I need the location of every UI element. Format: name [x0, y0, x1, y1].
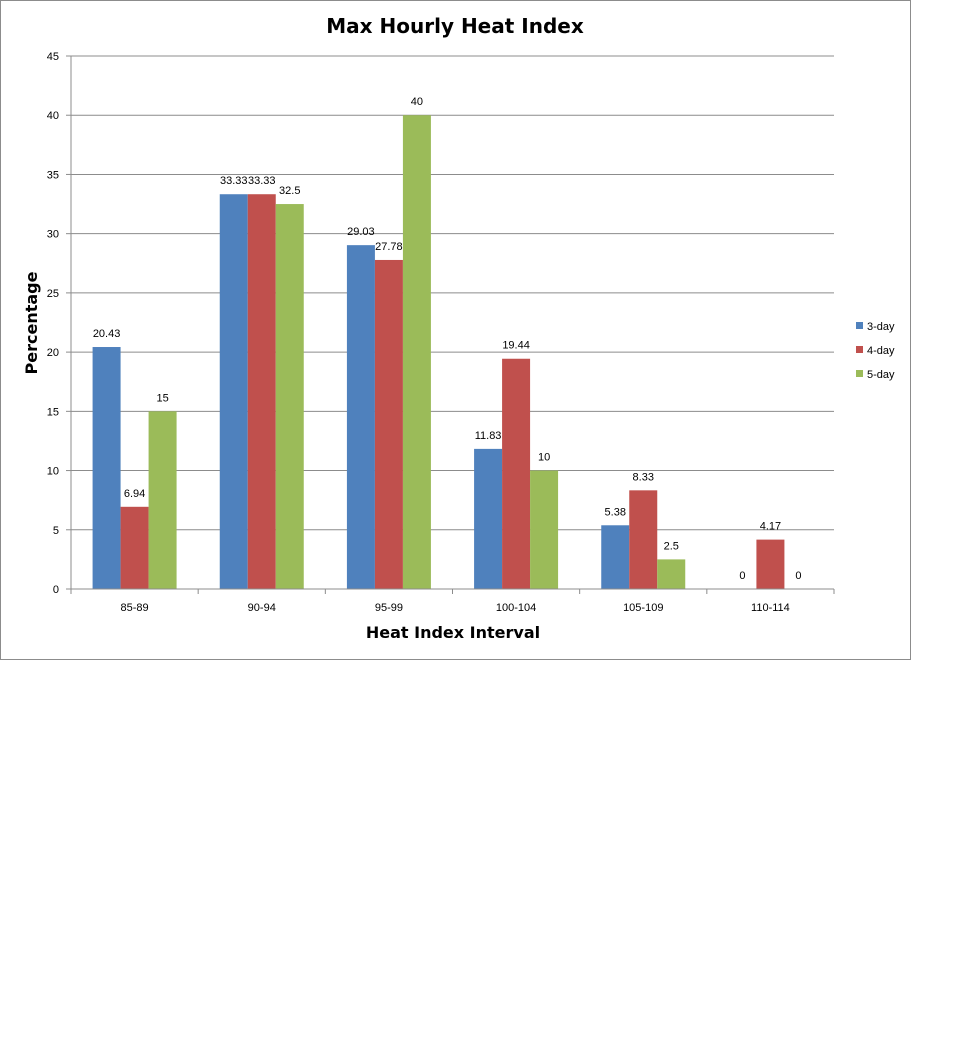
data-label: 33.33 [220, 175, 248, 187]
data-label: 33.33 [248, 175, 276, 187]
data-label: 11.83 [475, 430, 502, 442]
data-label: 0 [795, 570, 801, 582]
data-label: 10 [538, 452, 550, 464]
data-label: 20.43 [93, 328, 121, 340]
data-label: 27.78 [375, 241, 403, 253]
data-label: 5.38 [605, 506, 626, 518]
bar [374, 259, 403, 589]
bar [275, 204, 304, 590]
data-label: 2.5 [664, 540, 679, 552]
bar [474, 448, 503, 589]
y-tick-label: 5 [53, 525, 59, 537]
bar [120, 506, 149, 589]
y-tick-label: 20 [47, 347, 59, 359]
y-tick-label: 15 [47, 406, 59, 418]
data-label: 15 [156, 392, 168, 404]
y-tick-label: 30 [47, 229, 59, 241]
bar [346, 245, 375, 590]
y-tick-label: 40 [47, 110, 59, 122]
legend: 3-day 4-day 5-day [856, 321, 895, 381]
bar [219, 194, 248, 589]
data-label: 0 [739, 570, 745, 582]
chart-title: Max Hourly Heat Index [326, 14, 584, 38]
x-tick-label: 85-89 [121, 602, 149, 614]
data-label: 4.17 [760, 521, 781, 533]
legend-label: 4-day [867, 345, 895, 357]
bar [756, 539, 785, 589]
gridlines [71, 55, 834, 531]
x-tick-label: 90-94 [248, 602, 276, 614]
x-axis-title: Heat Index Interval [366, 623, 540, 642]
y-tick-label: 35 [47, 169, 59, 181]
y-tick-label: 10 [47, 466, 59, 478]
y-tick-label: 25 [47, 288, 59, 300]
bar [502, 358, 531, 589]
bar [247, 194, 276, 589]
data-label: 19.44 [502, 340, 530, 352]
data-label: 29.03 [347, 226, 375, 238]
data-label: 40 [411, 96, 423, 108]
legend-swatch [856, 346, 863, 353]
x-tick-label: 95-99 [375, 602, 403, 614]
y-tick-label: 0 [53, 584, 59, 596]
y-tick-label: 45 [47, 51, 59, 63]
bar [530, 470, 559, 589]
data-label: 32.5 [279, 185, 300, 197]
legend-swatch [856, 322, 863, 329]
x-tick-label: 110-114 [751, 602, 790, 614]
bar [601, 525, 630, 589]
legend-label: 3-day [867, 321, 895, 333]
legend-label: 5-day [867, 369, 895, 381]
bar [657, 559, 686, 589]
data-label: 8.33 [633, 471, 654, 483]
y-axis-title: Percentage [22, 271, 41, 374]
data-label: 6.94 [124, 488, 145, 500]
bar [148, 411, 177, 589]
bar [402, 115, 431, 589]
axes: 0 5 10 15 20 25 30 35 40 45 85-89 90-94 95-99 100-104… [47, 51, 835, 614]
bars [92, 115, 785, 590]
legend-swatch [856, 370, 863, 377]
x-tick-label: 105-109 [623, 602, 663, 614]
bar [92, 347, 121, 589]
bar [629, 490, 658, 589]
x-tick-label: 100-104 [496, 602, 536, 614]
